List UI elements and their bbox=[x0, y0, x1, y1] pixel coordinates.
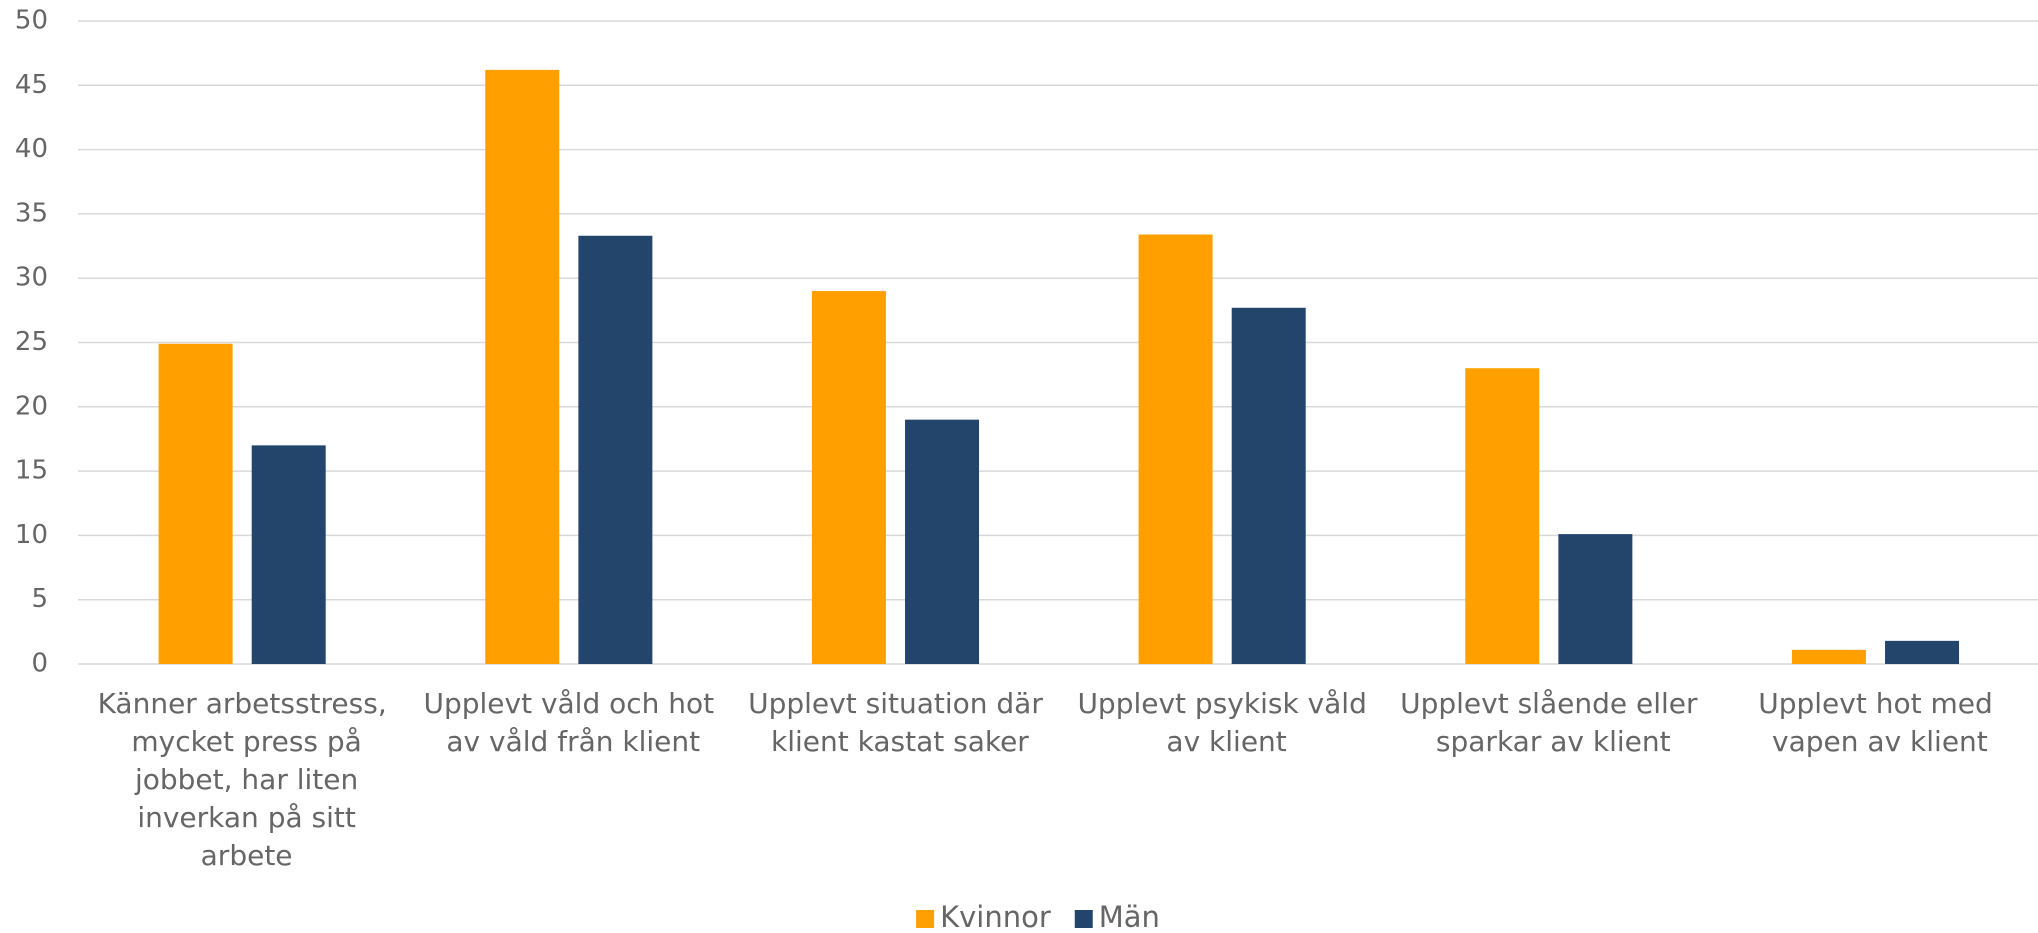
bar bbox=[905, 419, 980, 664]
y-tick-label: 0 bbox=[31, 649, 48, 679]
y-tick-label: 45 bbox=[15, 70, 48, 100]
y-tick-label: 30 bbox=[15, 263, 48, 293]
legend-swatch bbox=[916, 910, 935, 928]
y-tick-label: 20 bbox=[15, 391, 48, 421]
legend-label: Kvinnor bbox=[940, 900, 1051, 933]
bar bbox=[578, 235, 653, 664]
x-tick-label: Känner arbetsstress, mycket press på job… bbox=[98, 687, 387, 872]
bar bbox=[485, 69, 560, 665]
bar bbox=[1231, 307, 1306, 664]
bar bbox=[1138, 234, 1213, 664]
y-tick-label: 10 bbox=[15, 520, 48, 550]
y-tick-label: 5 bbox=[31, 584, 48, 614]
bar bbox=[158, 343, 233, 664]
bar bbox=[1558, 534, 1633, 664]
x-tick-label: Upplevt slående eller sparkar av klient bbox=[1400, 687, 1698, 758]
y-tick-label: 15 bbox=[15, 456, 48, 486]
y-tick-label: 35 bbox=[15, 198, 48, 228]
legend-swatch bbox=[1074, 910, 1093, 928]
bar bbox=[1885, 640, 1960, 664]
y-tick-label: 40 bbox=[15, 134, 48, 164]
legend-label: Män bbox=[1099, 900, 1160, 933]
y-tick-label: 50 bbox=[15, 6, 48, 36]
y-tick-label: 25 bbox=[15, 327, 48, 357]
x-tick-label: Upplevt psykisk våld av klient bbox=[1077, 687, 1366, 758]
bar bbox=[1791, 649, 1866, 664]
x-tick-label: Upplevt hot med vapen av klient bbox=[1758, 687, 1993, 758]
bar bbox=[251, 445, 326, 664]
bar bbox=[1465, 368, 1540, 664]
bar bbox=[811, 291, 886, 664]
x-tick-label: Upplevt situation där klient kastat sake… bbox=[748, 687, 1043, 758]
x-tick-label: Upplevt våld och hot av våld från klient bbox=[423, 687, 714, 758]
